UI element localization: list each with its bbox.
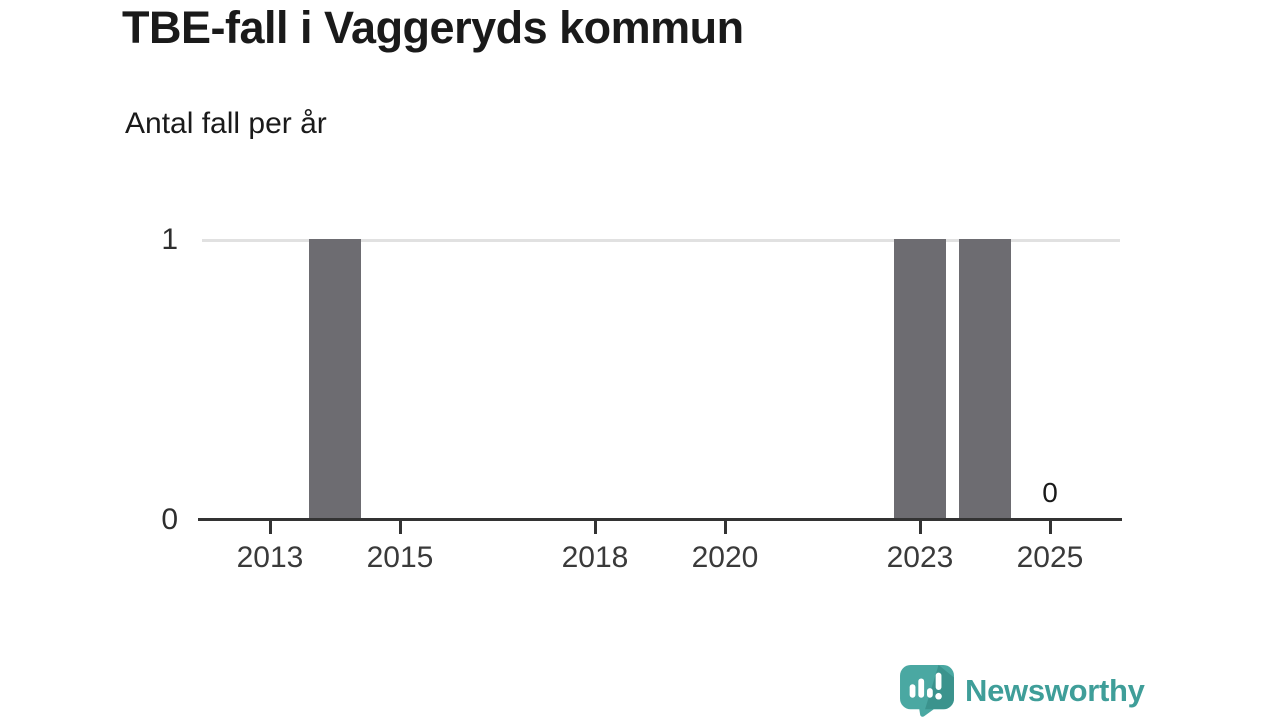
x-tick-label-2023: 2023: [886, 541, 954, 574]
x-tick-2015: [398, 521, 402, 534]
value-label-2025: 0: [1042, 477, 1058, 508]
newsworthy-logo: Newsworthy: [899, 664, 1145, 717]
x-tick-label-2013: 2013: [236, 541, 304, 574]
x-tick-2020: [723, 521, 727, 534]
bar-2024: [959, 239, 1011, 518]
y-tick-label-1: 1: [161, 223, 178, 256]
x-tick-2018: [593, 521, 597, 534]
x-tick-2025: [1048, 521, 1052, 534]
x-tick-2013: [268, 521, 272, 534]
x-axis-line: [198, 518, 1122, 521]
newsworthy-icon: [900, 664, 954, 717]
newsworthy-wordmark: Newsworthy: [965, 672, 1145, 708]
gridline-y1: [202, 239, 1120, 242]
x-tick-2023: [918, 521, 922, 534]
chart-title: TBE-fall i Vaggeryds kommun: [122, 2, 744, 53]
y-tick-label-0: 0: [161, 503, 178, 536]
bar-2023: [894, 239, 946, 518]
x-tick-label-2015: 2015: [366, 541, 434, 574]
x-tick-label-2025: 2025: [1016, 541, 1084, 574]
x-tick-label-2020: 2020: [691, 541, 759, 574]
x-tick-label-2018: 2018: [561, 541, 629, 574]
chart-subtitle: Antal fall per år: [125, 107, 327, 140]
bar-2014: [309, 239, 361, 518]
